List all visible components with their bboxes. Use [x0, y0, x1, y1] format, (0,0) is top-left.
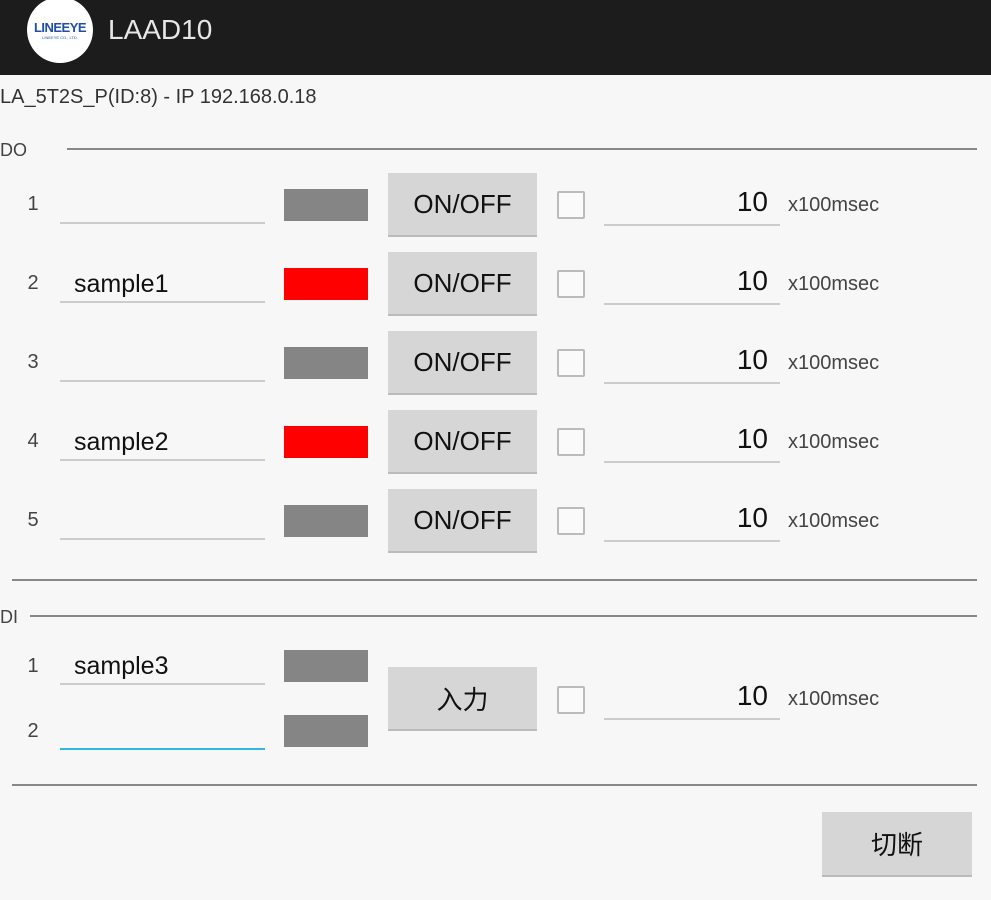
di-row-number: 2: [27, 720, 39, 742]
do-interval-input[interactable]: 10: [604, 344, 780, 384]
logo-text: LINEEYE: [33, 20, 87, 35]
do-onoff-button[interactable]: ON/OFF: [388, 331, 537, 395]
di-name-input[interactable]: [60, 716, 265, 750]
app-logo: LINEEYE LINEEYE CO., LTD.: [27, 0, 93, 63]
do-name-input[interactable]: [60, 190, 265, 224]
do-name-input[interactable]: [60, 506, 265, 540]
do-section-label: DO: [0, 140, 27, 160]
do-divider: [67, 148, 977, 150]
device-info: LA_5T2S_P(ID:8) - IP 192.168.0.18: [0, 86, 317, 108]
do-interval-input[interactable]: 10: [604, 265, 780, 305]
do-row-number: 3: [27, 351, 39, 373]
bottom-divider: [12, 784, 977, 786]
do-checkbox[interactable]: [557, 428, 585, 456]
do-onoff-button[interactable]: ON/OFF: [388, 252, 537, 316]
do-checkbox[interactable]: [557, 191, 585, 219]
do-unit-label: x100msec: [788, 352, 880, 374]
app-title: LAAD10: [108, 14, 213, 45]
di-row-number: 1: [27, 655, 39, 677]
do-name-input[interactable]: sample2: [60, 427, 265, 461]
di-section-label: DI: [0, 607, 18, 627]
section-divider: [12, 579, 977, 581]
do-onoff-button[interactable]: ON/OFF: [388, 410, 537, 474]
do-row-number: 4: [27, 430, 39, 452]
do-name-input[interactable]: sample1: [60, 269, 265, 303]
do-onoff-button[interactable]: ON/OFF: [388, 489, 537, 553]
do-interval-input[interactable]: 10: [604, 186, 780, 226]
di-unit-label: x100msec: [788, 688, 880, 710]
di-name-input[interactable]: sample3: [60, 651, 265, 685]
do-onoff-button[interactable]: ON/OFF: [388, 173, 537, 237]
do-checkbox[interactable]: [557, 270, 585, 298]
do-status-indicator: [284, 505, 368, 537]
do-checkbox[interactable]: [557, 349, 585, 377]
do-interval-input[interactable]: 10: [604, 502, 780, 542]
do-unit-label: x100msec: [788, 273, 880, 295]
disconnect-button[interactable]: 切断: [822, 812, 972, 877]
do-status-indicator: [284, 347, 368, 379]
do-row-number: 2: [27, 272, 39, 294]
do-unit-label: x100msec: [788, 431, 880, 453]
do-row-number: 1: [27, 193, 39, 215]
do-unit-label: x100msec: [788, 510, 880, 532]
do-status-indicator: [284, 426, 368, 458]
do-interval-input[interactable]: 10: [604, 423, 780, 463]
di-checkbox[interactable]: [557, 686, 585, 714]
action-bar: [0, 0, 991, 75]
logo-subtext: LINEEYE CO., LTD.: [42, 35, 78, 40]
do-name-input[interactable]: [60, 348, 265, 382]
do-status-indicator: [284, 189, 368, 221]
di-status-indicator: [284, 650, 368, 682]
do-row-number: 5: [27, 509, 39, 531]
di-interval-input[interactable]: 10: [604, 680, 780, 720]
di-status-indicator: [284, 715, 368, 747]
do-unit-label: x100msec: [788, 194, 880, 216]
di-input-button[interactable]: 入力: [388, 667, 537, 731]
do-status-indicator: [284, 268, 368, 300]
do-checkbox[interactable]: [557, 507, 585, 535]
di-divider: [30, 615, 977, 617]
